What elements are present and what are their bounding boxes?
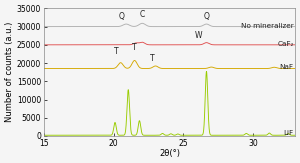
Text: W: W — [195, 31, 202, 40]
Text: CaF₂: CaF₂ — [278, 41, 294, 47]
Text: No mineralizer: No mineralizer — [241, 23, 294, 29]
Y-axis label: Number of counts (a.u.): Number of counts (a.u.) — [5, 22, 14, 122]
Text: C: C — [140, 10, 145, 19]
X-axis label: 2θ(°): 2θ(°) — [159, 149, 180, 158]
Text: LiF: LiF — [284, 130, 294, 136]
Text: T: T — [150, 54, 155, 63]
Text: T: T — [114, 47, 119, 56]
Text: Q: Q — [119, 12, 125, 21]
Text: T: T — [132, 43, 137, 52]
Text: Q: Q — [203, 12, 209, 21]
Text: NaF: NaF — [280, 64, 294, 70]
